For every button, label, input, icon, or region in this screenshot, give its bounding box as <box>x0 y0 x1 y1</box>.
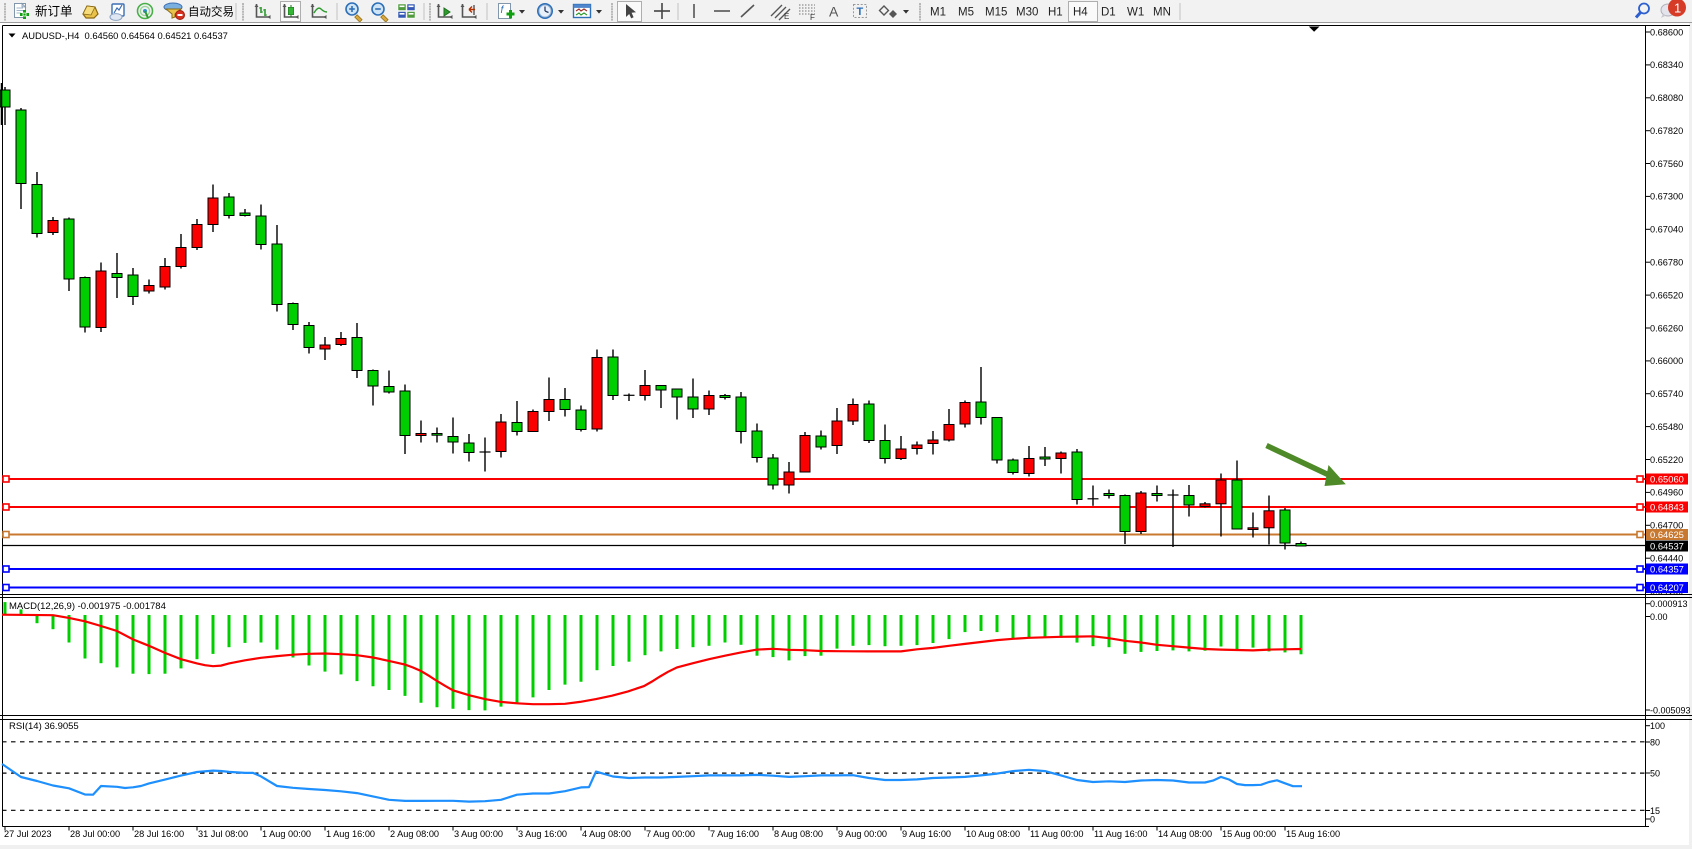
svg-text:100: 100 <box>1650 721 1665 731</box>
svg-text:0: 0 <box>1650 814 1655 824</box>
svg-text:0.68080: 0.68080 <box>1650 93 1683 103</box>
svg-text:15 Aug 16:00: 15 Aug 16:00 <box>1286 829 1340 839</box>
svg-text:MACD(12,26,9) -0.001975 -0.001: MACD(12,26,9) -0.001975 -0.001784 <box>9 601 166 612</box>
svg-text:31 Jul 08:00: 31 Jul 08:00 <box>198 829 248 839</box>
svg-text:0.66780: 0.66780 <box>1650 258 1683 268</box>
svg-text:15 Aug 00:00: 15 Aug 00:00 <box>1222 829 1276 839</box>
svg-text:0.64207: 0.64207 <box>1650 582 1684 593</box>
svg-text:M15: M15 <box>985 7 1007 19</box>
svg-text:M1: M1 <box>930 7 946 19</box>
svg-text:50: 50 <box>1650 768 1660 778</box>
svg-text:0.64700: 0.64700 <box>1650 521 1683 531</box>
svg-text:M30: M30 <box>1016 7 1038 19</box>
svg-text:1: 1 <box>1674 1 1681 16</box>
svg-text:9 Aug 00:00: 9 Aug 00:00 <box>838 829 887 839</box>
svg-text:-0.005093: -0.005093 <box>1650 705 1691 715</box>
svg-text:0.000913: 0.000913 <box>1650 599 1688 609</box>
svg-text:0.67560: 0.67560 <box>1650 159 1683 169</box>
svg-text:0.64843: 0.64843 <box>1650 501 1684 512</box>
svg-text:T: T <box>857 6 864 18</box>
svg-text:0.65060: 0.65060 <box>1650 473 1684 484</box>
svg-text:H1: H1 <box>1048 7 1063 19</box>
svg-text:0.67040: 0.67040 <box>1650 225 1683 235</box>
svg-text:W1: W1 <box>1127 7 1144 19</box>
svg-text:0.65220: 0.65220 <box>1650 455 1683 465</box>
svg-text:80: 80 <box>1650 737 1660 747</box>
svg-text:0.66000: 0.66000 <box>1650 356 1683 366</box>
svg-text:28 Jul 00:00: 28 Jul 00:00 <box>70 829 120 839</box>
svg-text:1 Aug 00:00: 1 Aug 00:00 <box>262 829 311 839</box>
svg-text:4 Aug 08:00: 4 Aug 08:00 <box>582 829 631 839</box>
svg-text:MN: MN <box>1153 7 1171 19</box>
svg-text:3 Aug 00:00: 3 Aug 00:00 <box>454 829 503 839</box>
svg-text:7 Aug 00:00: 7 Aug 00:00 <box>646 829 695 839</box>
svg-text:27 Jul 2023: 27 Jul 2023 <box>4 829 52 839</box>
svg-text:新订单: 新订单 <box>35 4 73 19</box>
svg-text:0.68600: 0.68600 <box>1650 27 1683 37</box>
svg-text:0.64440: 0.64440 <box>1650 554 1683 564</box>
svg-text:0.68340: 0.68340 <box>1650 60 1683 70</box>
svg-text:f: f <box>501 5 505 16</box>
svg-text:10 Aug 08:00: 10 Aug 08:00 <box>966 829 1020 839</box>
svg-text:自动交易: 自动交易 <box>188 5 234 19</box>
svg-text:1 Aug 16:00: 1 Aug 16:00 <box>326 829 375 839</box>
svg-text:D1: D1 <box>1101 7 1116 19</box>
svg-text:11 Aug 00:00: 11 Aug 00:00 <box>1030 829 1083 839</box>
svg-text:14 Aug 08:00: 14 Aug 08:00 <box>1158 829 1212 839</box>
svg-text:0.65740: 0.65740 <box>1650 389 1683 399</box>
svg-text:E: E <box>784 12 789 21</box>
svg-text:8 Aug 08:00: 8 Aug 08:00 <box>774 829 823 839</box>
svg-text:11 Aug 16:00: 11 Aug 16:00 <box>1094 829 1147 839</box>
svg-text:9 Aug 16:00: 9 Aug 16:00 <box>902 829 951 839</box>
svg-text:0.64625: 0.64625 <box>1650 529 1684 540</box>
svg-text:0.67820: 0.67820 <box>1650 126 1683 136</box>
svg-text:0.64537: 0.64537 <box>1650 540 1684 551</box>
svg-text:2 Aug 08:00: 2 Aug 08:00 <box>390 829 439 839</box>
svg-text:0.65480: 0.65480 <box>1650 422 1683 432</box>
svg-text:3 Aug 16:00: 3 Aug 16:00 <box>518 829 567 839</box>
svg-text:RSI(14) 36.9055: RSI(14) 36.9055 <box>9 721 79 732</box>
svg-text:H4: H4 <box>1073 7 1088 19</box>
svg-text:0.66260: 0.66260 <box>1650 323 1683 333</box>
svg-text:0.64357: 0.64357 <box>1650 563 1684 574</box>
svg-text:F: F <box>810 13 815 22</box>
svg-text:AUDUSD-,H4 0.64560 0.64564 0.: AUDUSD-,H4 0.64560 0.64564 0.64521 0.645… <box>22 30 228 41</box>
svg-text:M5: M5 <box>958 7 974 19</box>
svg-text:0.67300: 0.67300 <box>1650 192 1683 202</box>
svg-text:0.64960: 0.64960 <box>1650 488 1683 498</box>
svg-text:28 Jul 16:00: 28 Jul 16:00 <box>134 829 184 839</box>
svg-text:A: A <box>829 4 839 20</box>
svg-text:0.00: 0.00 <box>1650 612 1668 622</box>
svg-text:0.66520: 0.66520 <box>1650 290 1683 300</box>
svg-text:15: 15 <box>1650 806 1660 816</box>
svg-text:7 Aug 16:00: 7 Aug 16:00 <box>710 829 759 839</box>
